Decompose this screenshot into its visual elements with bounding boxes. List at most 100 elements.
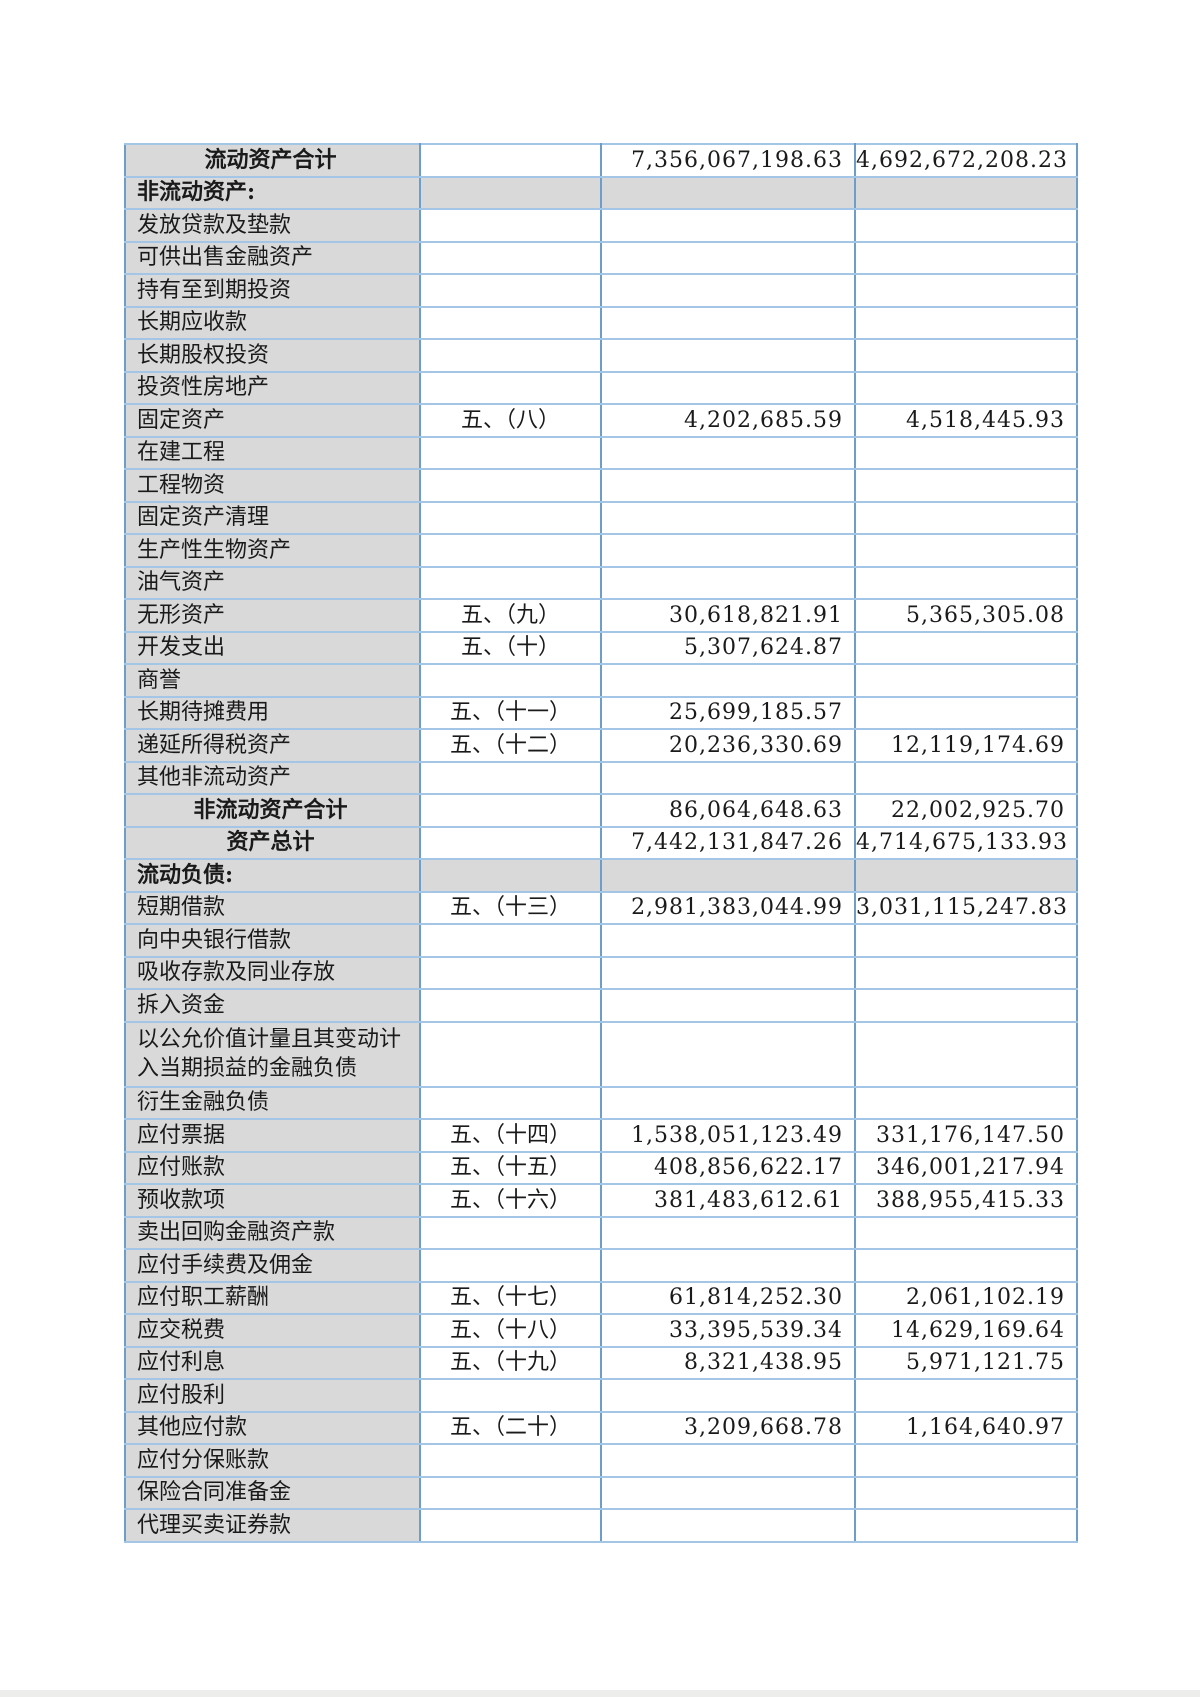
- row-amount-prior-cell: [854, 500, 1078, 535]
- row-amount-current-cell: [600, 175, 856, 210]
- table-row: 非流动资产合计 86,064,648.63 22,002,925.70: [124, 793, 1078, 828]
- row-note-cell: 五、（十三）: [419, 890, 602, 925]
- row-amount-current-cell: 408,856,622.17: [600, 1150, 856, 1185]
- row-label-cell: 生产性生物资产: [124, 533, 421, 568]
- table-row: 可供出售金融资产: [124, 240, 1078, 275]
- row-label-cell: 发放贷款及垫款: [124, 208, 421, 243]
- row-label-cell: 非流动资产:: [124, 175, 421, 210]
- row-note-cell: [419, 565, 602, 600]
- row-label-cell: 应付利息: [124, 1345, 421, 1380]
- row-note-cell: [419, 1248, 602, 1283]
- table-row: 固定资产清理: [124, 500, 1078, 535]
- row-amount-prior-cell: [854, 533, 1078, 568]
- row-label-cell: 在建工程: [124, 435, 421, 470]
- row-amount-prior-cell: [854, 988, 1078, 1023]
- row-amount-current-cell: [600, 1215, 856, 1250]
- row-amount-current-cell: [600, 208, 856, 243]
- row-note-cell: [419, 273, 602, 308]
- table-row: 油气资产: [124, 565, 1078, 600]
- table-row: 在建工程: [124, 435, 1078, 470]
- row-amount-current-cell: 7,356,067,198.63: [600, 143, 856, 178]
- table-row: 长期待摊费用 五、（十一） 25,699,185.57: [124, 695, 1078, 730]
- table-row: 固定资产 五、（八） 4,202,685.59 4,518,445.93: [124, 403, 1078, 438]
- row-amount-current-cell: [600, 240, 856, 275]
- row-amount-prior-cell: [854, 695, 1078, 730]
- row-note-cell: [419, 338, 602, 373]
- page-bottom-strip: [0, 1690, 1200, 1697]
- table-row: 吸收存款及同业存放: [124, 955, 1078, 990]
- row-amount-prior-cell: [854, 858, 1078, 893]
- table-row: 预收款项 五、（十六） 381,483,612.61 388,955,415.33: [124, 1183, 1078, 1218]
- row-label-cell: 拆入资金: [124, 988, 421, 1023]
- row-note-cell: 五、（十九）: [419, 1345, 602, 1380]
- row-amount-prior-cell: [854, 1248, 1078, 1283]
- row-amount-current-cell: 4,202,685.59: [600, 403, 856, 438]
- row-amount-current-cell: [600, 1378, 856, 1413]
- table-row: 短期借款 五、（十三） 2,981,383,044.99 3,031,115,247.…: [124, 890, 1078, 925]
- row-amount-current-cell: 8,321,438.95: [600, 1345, 856, 1380]
- row-note-cell: [419, 468, 602, 503]
- row-amount-prior-cell: [854, 1378, 1078, 1413]
- row-amount-current-cell: [600, 500, 856, 535]
- row-note-cell: [419, 370, 602, 405]
- row-note-cell: [419, 1443, 602, 1478]
- row-amount-current-cell: [600, 923, 856, 958]
- table-row: 非流动资产:: [124, 175, 1078, 210]
- row-note-cell: [419, 988, 602, 1023]
- row-amount-prior-cell: [854, 273, 1078, 308]
- row-amount-current-cell: 61,814,252.30: [600, 1280, 856, 1315]
- table-row: 应付手续费及佣金: [124, 1248, 1078, 1283]
- row-note-cell: [419, 955, 602, 990]
- row-amount-current-cell: 5,307,624.87: [600, 630, 856, 665]
- row-amount-current-cell: [600, 760, 856, 795]
- table-row: 应付利息 五、（十九） 8,321,438.95 5,971,121.75: [124, 1345, 1078, 1380]
- row-label-cell: 固定资产清理: [124, 500, 421, 535]
- row-amount-prior-cell: [854, 240, 1078, 275]
- table-row: 投资性房地产: [124, 370, 1078, 405]
- row-amount-prior-cell: 4,692,672,208.23: [854, 143, 1078, 178]
- row-amount-current-cell: [600, 1248, 856, 1283]
- table-row: 生产性生物资产: [124, 533, 1078, 568]
- row-amount-prior-cell: [854, 1443, 1078, 1478]
- row-label-cell: 其他应付款: [124, 1410, 421, 1445]
- row-label-cell: 非流动资产合计: [124, 793, 421, 828]
- table-row: 工程物资: [124, 468, 1078, 503]
- row-amount-prior-cell: [854, 468, 1078, 503]
- row-label-cell: 代理买卖证券款: [124, 1508, 421, 1543]
- row-amount-current-cell: [600, 1508, 856, 1543]
- table-row: 商誉: [124, 663, 1078, 698]
- row-amount-current-cell: [600, 273, 856, 308]
- row-note-cell: 五、（八）: [419, 403, 602, 438]
- row-note-cell: [419, 1378, 602, 1413]
- row-amount-current-cell: [600, 1443, 856, 1478]
- row-label-cell: 商誉: [124, 663, 421, 698]
- row-label-cell: 短期借款: [124, 890, 421, 925]
- table-row: 以公允价值计量且其变动计 入当期损益的金融负债: [124, 1020, 1078, 1088]
- row-amount-current-cell: 33,395,539.34: [600, 1313, 856, 1348]
- table-row: 无形资产 五、（九） 30,618,821.91 5,365,305.08: [124, 598, 1078, 633]
- row-amount-prior-cell: 331,176,147.50: [854, 1118, 1078, 1153]
- row-amount-current-cell: [600, 565, 856, 600]
- row-amount-prior-cell: [854, 338, 1078, 373]
- row-note-cell: [419, 760, 602, 795]
- table-row: 持有至到期投资: [124, 273, 1078, 308]
- row-amount-current-cell: [600, 988, 856, 1023]
- row-amount-prior-cell: 5,365,305.08: [854, 598, 1078, 633]
- row-amount-current-cell: 20,236,330.69: [600, 728, 856, 763]
- row-amount-current-cell: [600, 1085, 856, 1120]
- row-amount-prior-cell: [854, 630, 1078, 665]
- row-amount-current-cell: [600, 305, 856, 340]
- table-row: 开发支出 五、（十） 5,307,624.87: [124, 630, 1078, 665]
- row-amount-current-cell: 86,064,648.63: [600, 793, 856, 828]
- row-amount-prior-cell: [854, 208, 1078, 243]
- table-row: 流动资产合计 7,356,067,198.63 4,692,672,208.23: [124, 143, 1078, 178]
- row-note-cell: 五、（十八）: [419, 1313, 602, 1348]
- balance-sheet: 流动资产合计 7,356,067,198.63 4,692,672,208.23 非流…: [124, 143, 1078, 1543]
- row-amount-prior-cell: [854, 1085, 1078, 1120]
- table-row: 长期应收款: [124, 305, 1078, 340]
- row-amount-current-cell: [600, 435, 856, 470]
- row-note-cell: [419, 1085, 602, 1120]
- row-amount-prior-cell: 4,714,675,133.93: [854, 825, 1078, 860]
- row-note-cell: [419, 143, 602, 178]
